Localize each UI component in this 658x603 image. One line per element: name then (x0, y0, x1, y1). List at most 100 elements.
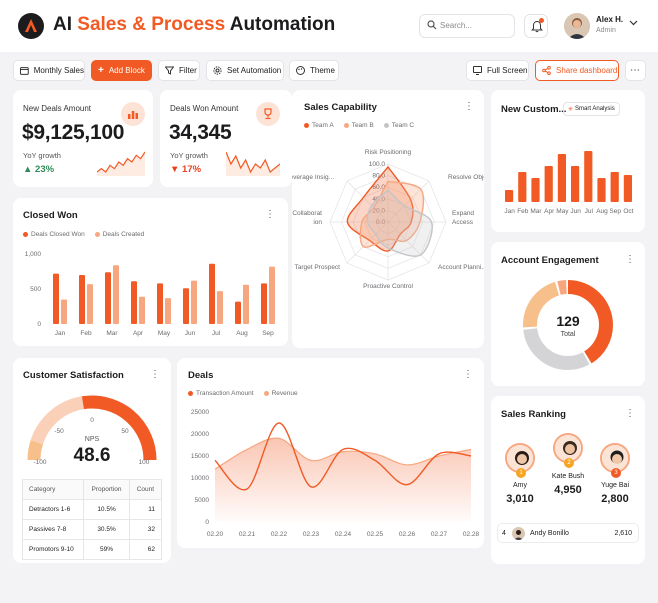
rank-value: 2,610 (614, 530, 632, 537)
x-tick-label: Jan (55, 330, 66, 337)
kpi-label: Deals Won Amount (170, 104, 239, 113)
arrow-up-icon: ▲ (23, 164, 33, 175)
closed-won-legend: Deals Closed Won Deals Created (23, 231, 144, 238)
y-tick-label: 15000 (191, 453, 209, 460)
add-block-button[interactable]: + Add Block (91, 60, 152, 81)
bar (131, 281, 137, 324)
set-automation-button[interactable]: Set Automation (206, 60, 284, 81)
tick-label: Jun (570, 208, 581, 215)
tick-label: Feb (517, 208, 529, 215)
sparkle-icon: ✳ (568, 106, 574, 113)
x-tick-label: 02.23 (303, 531, 320, 538)
arrow-down-icon: ▼ (170, 164, 180, 175)
kpi-yoy-label: YoY growth (23, 151, 61, 160)
avatar[interactable] (564, 13, 590, 39)
engagement-value: 129 (556, 313, 580, 329)
radar-scale-label: 0.0 (376, 219, 385, 226)
sparkline-area (226, 152, 280, 176)
x-tick-label: Mar (106, 330, 118, 337)
bar (235, 301, 241, 324)
chevron-down-icon[interactable] (629, 20, 638, 26)
kebab-menu-icon[interactable]: ⋮ (150, 369, 160, 380)
rank-name: Andy Bonillo (530, 530, 569, 537)
bar (61, 299, 67, 324)
top-bar: AI Sales & Process Automation Search... … (0, 0, 658, 52)
gauge-tick: -100 (33, 459, 46, 466)
revenue-area (215, 438, 471, 522)
radar-series-1 (346, 165, 414, 252)
y-tick-label: 1,000 (25, 251, 42, 258)
y-tick-label: 5000 (195, 497, 210, 504)
bar (157, 283, 163, 324)
rank-value: 2,800 (601, 493, 629, 505)
palette-icon (296, 66, 305, 75)
tick-label: Jan (504, 208, 515, 215)
card-title: Deals (188, 370, 214, 381)
search-icon (427, 20, 437, 30)
notification-button[interactable] (524, 14, 548, 38)
search-input[interactable]: Search... (419, 14, 515, 38)
tick-label: Mar (530, 208, 542, 215)
y-tick-label: 25000 (191, 409, 209, 416)
full-screen-button[interactable]: Full Screen (466, 60, 529, 81)
radar-axis (387, 221, 430, 264)
bar (597, 178, 606, 202)
list-item[interactable]: 4 Andy Bonillo 2,610 (497, 523, 639, 543)
gauge-value: 48.6 (73, 445, 111, 466)
x-tick-label: 02.25 (367, 531, 384, 538)
share-dashboard-button[interactable]: Share dashboard (535, 60, 619, 81)
tick-label: Oct (623, 208, 633, 215)
nps-gauge: -100 -50 0 50 100 (27, 395, 157, 466)
avatar[interactable] (553, 433, 583, 463)
table-header: Category (21, 479, 85, 500)
bar (243, 284, 249, 324)
set-automation-label: Set Automation (227, 66, 282, 75)
kebab-menu-icon[interactable]: ⋮ (625, 254, 635, 265)
search-placeholder: Search... (440, 21, 473, 30)
card-title: Closed Won (23, 210, 78, 221)
radar-series-2 (359, 180, 425, 248)
add-block-label: Add Block (108, 66, 145, 75)
radar-series-3 (366, 189, 433, 257)
avatar[interactable] (600, 443, 630, 473)
bar (531, 178, 540, 202)
filter-label: Filter (179, 66, 197, 75)
y-tick-label: 0 (205, 519, 209, 526)
radar-legend: Team A Team B Team C (304, 122, 414, 129)
bar (87, 284, 93, 324)
kebab-menu-icon[interactable]: ⋮ (464, 101, 474, 112)
legend-revenue: Revenue (263, 390, 298, 397)
rank-number: 4 (502, 530, 506, 537)
kebab-menu-icon[interactable]: ⋮ (625, 408, 635, 419)
gauge-tick: 100 (139, 459, 150, 466)
tick-label: Jul (585, 208, 594, 215)
bar (113, 265, 119, 324)
x-tick-label: Apr (133, 330, 144, 337)
radar-axis-label: Expand (452, 210, 474, 217)
gauge-segment (27, 440, 44, 461)
bar (557, 154, 566, 202)
filter-button[interactable]: Filter (158, 60, 200, 81)
rank-value: 4,950 (554, 484, 582, 496)
monthly-sales-button[interactable]: Monthly Sales (13, 60, 85, 81)
deals-area-chart: 25000 20000 15000 10000 5000 0 02.20 02.21 02.22… (191, 409, 480, 538)
notification-dot (539, 18, 544, 23)
sparkline (97, 151, 145, 176)
legend-created: Deals Created (94, 231, 144, 238)
bar (584, 151, 593, 202)
table-row: Passives 7-8 30.5% 32 (21, 519, 163, 540)
customer-satisfaction-card: Customer Satisfaction ⋮ -100 -50 0 50 100 NP… (13, 358, 171, 563)
more-button[interactable]: ⋯ (625, 60, 646, 81)
radar-axis-label: Leverage Insig... (292, 174, 334, 181)
theme-button[interactable]: Theme (289, 60, 339, 81)
kebab-menu-icon[interactable]: ⋮ (463, 369, 473, 380)
y-tick-label: 20000 (191, 431, 209, 438)
radar-axis-label: ion (313, 219, 322, 226)
x-tick-label: 02.27 (431, 531, 448, 538)
radar-scale-label: 80.0 (372, 173, 385, 180)
kebab-menu-icon[interactable]: ⋮ (265, 209, 275, 220)
smart-analysis-badge[interactable]: ✳ Smart Analysis (563, 102, 620, 116)
bar (505, 190, 514, 202)
avatar[interactable] (505, 443, 535, 473)
kpi-card-deals-won: Deals Won Amount 34,345 YoY growth ▼ 17% (160, 90, 292, 187)
